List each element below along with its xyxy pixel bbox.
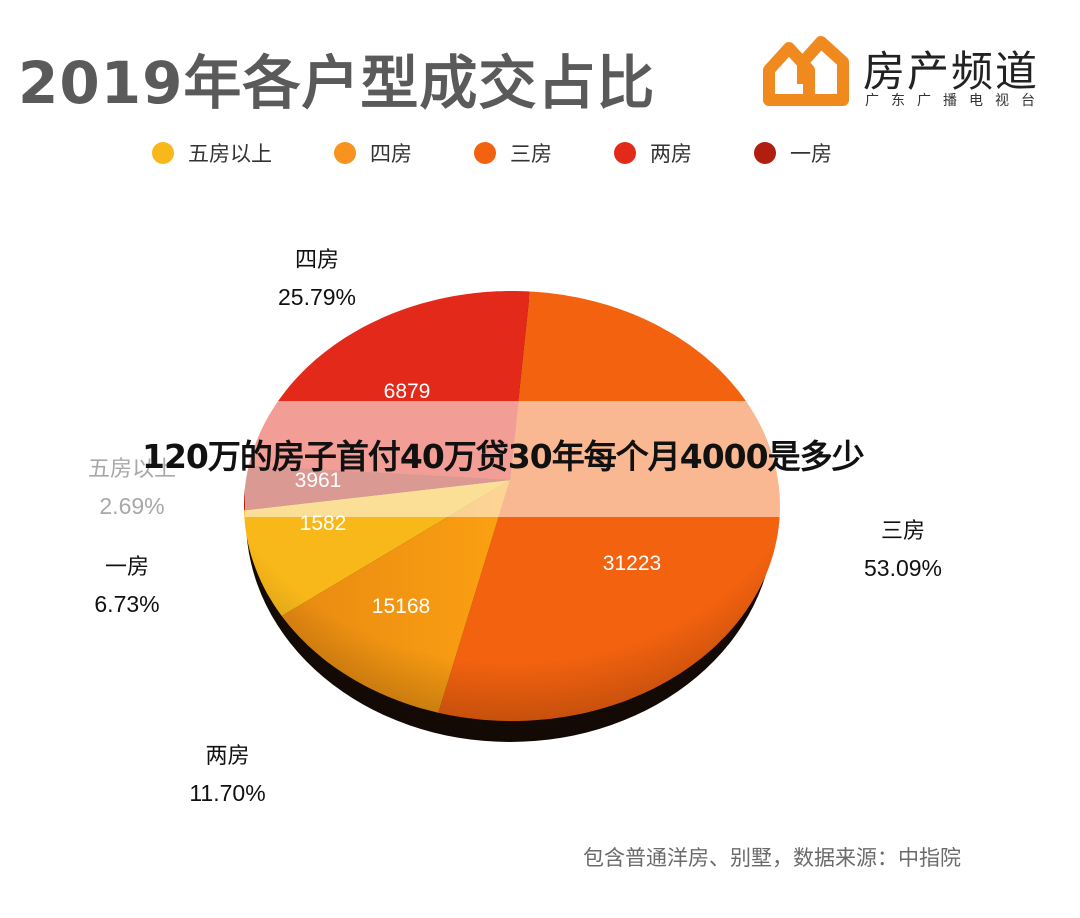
label-five-plus: 五房以上 2.69% [72, 452, 192, 524]
legend: 五房以上 四房 三房 两房 一房 [152, 138, 894, 168]
value-two: 15168 [371, 595, 431, 618]
label-name: 一房 [104, 555, 149, 580]
legend-item-five-plus[interactable]: 五房以上 [152, 138, 272, 168]
value-three: 31223 [602, 552, 662, 575]
label-pct: 2.69% [99, 493, 165, 519]
brand-block: 房产频道 广东广播电视台 [763, 34, 1053, 114]
label-pct: 6.73% [94, 591, 160, 617]
label-four: 四房 25.79% [262, 243, 372, 315]
label-name: 四房 [294, 248, 339, 273]
value-four: 6879 [383, 380, 431, 403]
legend-dot-icon [474, 142, 496, 164]
brand-subtitle: 广东广播电视台 [865, 93, 1047, 109]
legend-label: 五房以上 [188, 142, 272, 166]
legend-dot-icon [152, 142, 174, 164]
legend-item-four[interactable]: 四房 [334, 138, 412, 168]
label-pct: 25.79% [277, 284, 356, 310]
legend-item-one[interactable]: 一房 [754, 138, 832, 168]
chart-title: 2019年各户型成交占比 [18, 49, 656, 117]
label-one: 一房 6.73% [72, 550, 182, 622]
label-two: 两房 11.70% [170, 739, 285, 811]
value-one: 1582 [299, 512, 347, 535]
label-pct: 53.09% [863, 555, 942, 581]
overlay-banner-text: 120万的房子首付40万贷30年每个月4000是多少 [142, 437, 865, 476]
legend-label: 三房 [510, 142, 552, 166]
legend-dot-icon [754, 142, 776, 164]
label-name: 两房 [205, 744, 250, 769]
label-name: 五房以上 [87, 457, 176, 482]
overlay-banner [245, 401, 782, 517]
legend-dot-icon [614, 142, 636, 164]
footnote: 包含普通洋房、别墅，数据来源：中指院 [583, 846, 961, 870]
legend-label: 四房 [370, 142, 412, 166]
legend-dot-icon [334, 142, 356, 164]
legend-item-three[interactable]: 三房 [474, 138, 552, 168]
house-logo-icon [763, 36, 849, 106]
label-name: 三房 [880, 519, 925, 544]
legend-item-two[interactable]: 两房 [614, 138, 692, 168]
legend-label: 两房 [650, 142, 692, 166]
label-three: 三房 53.09% [848, 514, 958, 586]
brand-name: 房产频道 [863, 47, 1040, 96]
label-pct: 11.70% [189, 780, 266, 806]
legend-label: 一房 [790, 142, 832, 166]
